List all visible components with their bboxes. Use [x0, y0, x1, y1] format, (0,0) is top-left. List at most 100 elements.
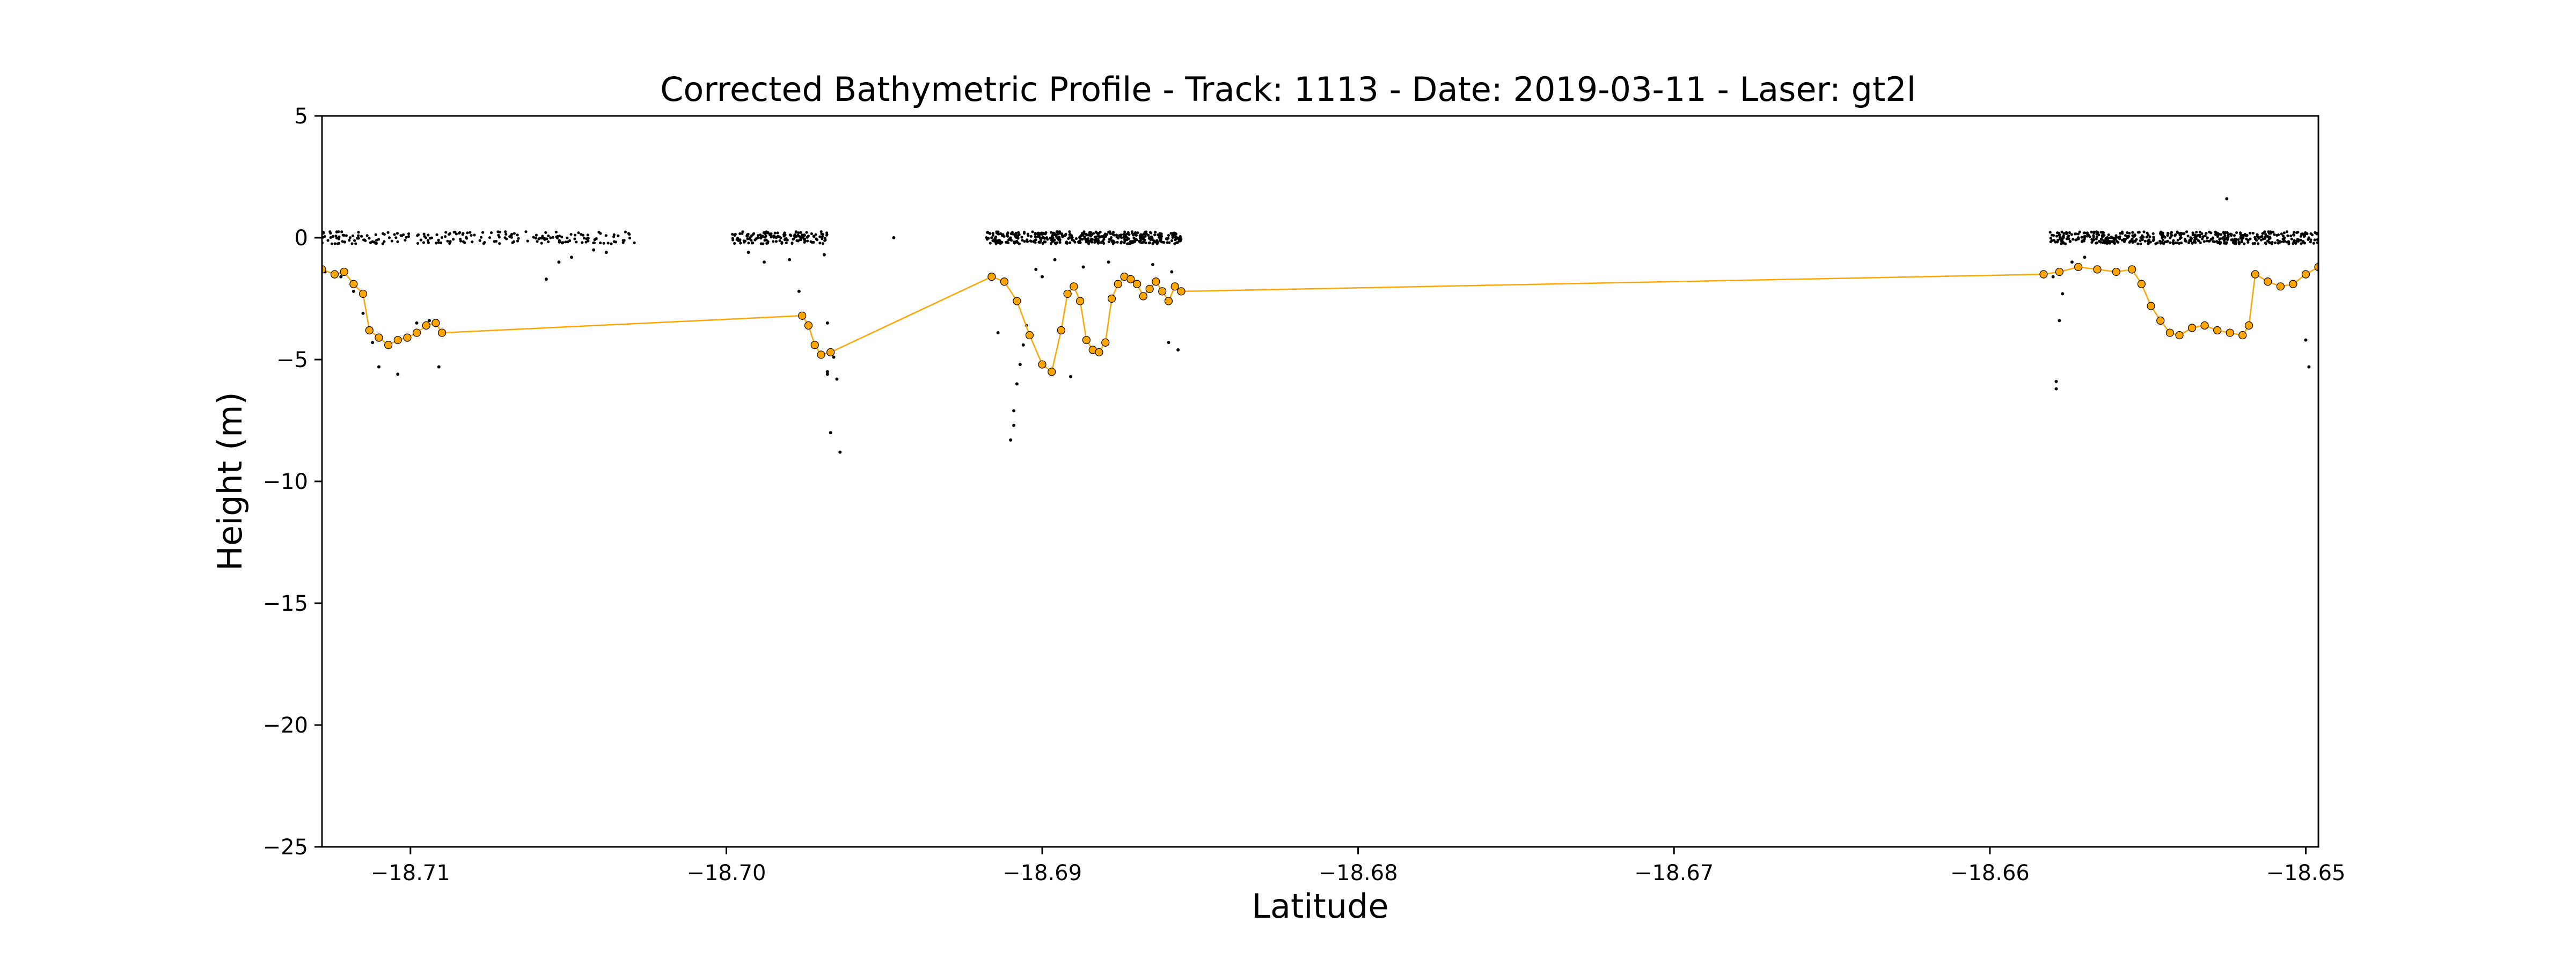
surface-photon-point: [2243, 242, 2246, 245]
surface-photon-point: [1055, 230, 1059, 233]
surface-photon-point: [991, 232, 994, 235]
surface-photon-point: [1174, 232, 1177, 236]
surface-photon-point: [1144, 235, 1147, 238]
surface-photon-point: [2209, 231, 2213, 235]
surface-photon-point: [2260, 235, 2264, 238]
surface-photon-point: [2148, 235, 2151, 238]
photon-point: [371, 341, 375, 345]
bathymetry-point: [438, 328, 447, 337]
surface-photon-point: [794, 230, 798, 233]
surface-photon-point: [2245, 237, 2248, 240]
bathymetry-point: [1057, 326, 1065, 335]
surface-photon-point: [2270, 242, 2273, 245]
surface-photon-point: [334, 235, 338, 238]
surface-photon-point: [1125, 236, 1129, 239]
surface-photon-point: [1171, 232, 1175, 235]
surface-photon-point: [541, 235, 544, 238]
surface-photon-point: [1143, 232, 1146, 236]
photon-point: [1053, 258, 1057, 261]
surface-photon-point: [2095, 235, 2098, 238]
photon-point: [377, 365, 380, 369]
surface-photon-point: [2068, 231, 2071, 235]
surface-photon-point: [2275, 233, 2279, 237]
surface-photon-point: [2142, 230, 2146, 233]
surface-photon-point: [2289, 234, 2293, 238]
photon-point: [570, 255, 573, 259]
surface-photon-point: [1090, 238, 1093, 241]
surface-photon-point: [1034, 235, 1037, 239]
bathymetry-point: [1107, 294, 1116, 303]
surface-photon-point: [2090, 230, 2093, 233]
surface-photon-point: [2082, 231, 2085, 235]
surface-photon-point: [357, 234, 360, 237]
surface-photon-point: [1151, 241, 1155, 245]
surface-photon-point: [360, 235, 363, 238]
surface-photon-point: [782, 235, 786, 238]
surface-photon-point: [1168, 241, 1171, 244]
surface-photon-point: [383, 240, 386, 243]
surface-photon-point: [419, 238, 423, 241]
surface-photon-point: [2264, 242, 2267, 245]
surface-returns: [322, 230, 2318, 245]
surface-photon-point: [1170, 239, 1174, 243]
surface-photon-point: [1154, 240, 1157, 244]
surface-photon-point: [2128, 231, 2131, 235]
surface-photon-point: [2193, 240, 2197, 243]
surface-photon-point: [350, 242, 354, 245]
surface-photon-point: [573, 233, 577, 237]
surface-photon-point: [1038, 236, 1042, 239]
bathymetry-point: [403, 333, 412, 342]
surface-photon-point: [1153, 233, 1157, 237]
bathymetry-point: [1095, 348, 1103, 356]
bathymetry-point: [1082, 336, 1091, 345]
photon-point: [339, 275, 343, 279]
surface-photon-point: [540, 241, 543, 245]
surface-photon-point: [604, 234, 608, 237]
surface-photon-point: [2186, 235, 2190, 238]
surface-photon-point: [2106, 237, 2110, 240]
surface-photon-point: [504, 232, 508, 236]
surface-photon-point: [452, 238, 455, 241]
surface-photon-point: [2314, 231, 2317, 234]
surface-photon-point: [2062, 232, 2066, 235]
surface-photon-point: [1094, 230, 1097, 233]
surface-photon-point: [599, 241, 602, 245]
photon-point: [557, 260, 561, 264]
surface-photon-point: [1101, 235, 1104, 238]
surface-photon-point: [2138, 231, 2141, 234]
surface-photon-point: [532, 236, 535, 239]
surface-photon-point: [2181, 232, 2185, 236]
surface-photon-point: [448, 233, 451, 236]
surface-photon-point: [814, 233, 817, 236]
surface-photon-point: [2086, 235, 2089, 238]
surface-photon-point: [1166, 237, 1169, 240]
surface-photon-point: [2060, 242, 2063, 245]
surface-photon-point: [2124, 238, 2127, 241]
surface-photon-point: [2112, 241, 2116, 244]
surface-photon-point: [1179, 239, 1182, 243]
surface-photon-point: [1102, 238, 1106, 241]
surface-photon-point: [756, 234, 760, 237]
surface-photon-point: [2152, 236, 2155, 239]
surface-photon-point: [1138, 236, 1142, 240]
surface-photon-point: [766, 240, 770, 243]
surface-photon-point: [2054, 240, 2057, 244]
surface-photon-point: [534, 237, 537, 240]
photon-point: [996, 331, 1000, 335]
surface-photon-point: [1136, 231, 1139, 235]
surface-photon-point: [2295, 231, 2299, 235]
bathymetry-point: [1013, 297, 1021, 305]
surface-photon-point: [396, 232, 399, 235]
surface-photon-point: [544, 231, 547, 234]
surface-photon-point: [2169, 241, 2172, 244]
surface-photon-point: [2118, 235, 2121, 238]
surface-photon-point: [2309, 238, 2312, 241]
surface-photon-point: [2179, 241, 2183, 245]
surface-photon-point: [497, 233, 500, 237]
surface-photon-point: [803, 237, 806, 240]
surface-photon-point: [1037, 240, 1041, 244]
surface-photon-point: [2187, 241, 2191, 244]
surface-photon-point: [2185, 230, 2189, 233]
surface-photon-point: [462, 232, 465, 235]
surface-photon-point: [581, 241, 584, 244]
